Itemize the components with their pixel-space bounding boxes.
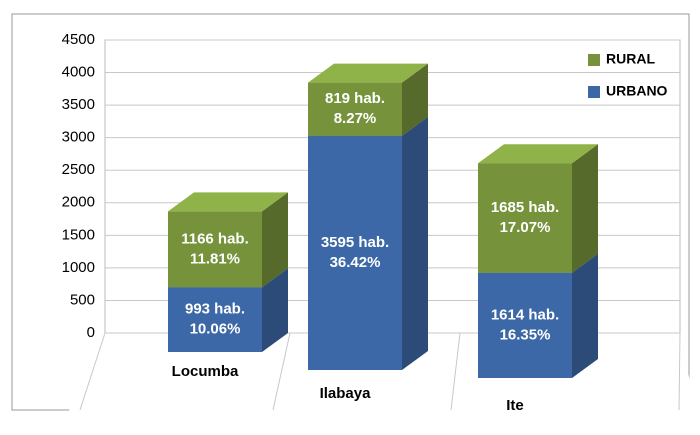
legend-swatch — [588, 86, 600, 98]
bar-segment — [168, 211, 262, 288]
bar-segment — [308, 82, 402, 136]
bar-side — [262, 192, 288, 288]
bar-top — [478, 144, 598, 164]
bar-side — [262, 268, 288, 352]
legend-swatch — [588, 54, 600, 66]
bar-segment — [168, 287, 262, 352]
y-tick-label: 3000 — [62, 129, 95, 146]
bar-segment — [478, 163, 572, 273]
bar-side — [402, 63, 428, 136]
share-label: 8.27% — [334, 110, 377, 127]
share-label: 17.07% — [500, 219, 551, 236]
y-tick-label: 4500 — [62, 31, 95, 48]
value-label: 3595 hab. — [321, 234, 389, 251]
x-tick-label: Locumba — [172, 363, 239, 380]
bar-side — [572, 253, 598, 378]
value-label: 819 hab. — [325, 90, 385, 107]
y-tick-label: 4000 — [62, 64, 95, 81]
floor-divider — [79, 332, 106, 411]
bar-top — [168, 192, 288, 212]
y-tick-label: 2000 — [62, 194, 95, 211]
bar-segment — [308, 135, 402, 370]
value-label: 1614 hab. — [491, 306, 559, 323]
share-label: 11.81% — [190, 250, 240, 267]
value-label: 993 hab. — [185, 301, 245, 318]
value-label: 1685 hab. — [491, 199, 559, 216]
share-label: 36.42% — [330, 254, 381, 271]
legend-label: URBANO — [606, 83, 668, 99]
legend-label: RURAL — [606, 51, 655, 67]
y-tick-label: 1000 — [62, 259, 95, 276]
x-tick-label: Ite — [506, 397, 524, 414]
y-tick-label: 0 — [87, 324, 95, 341]
bar-side — [572, 144, 598, 273]
y-tick-label: 3500 — [62, 96, 95, 113]
y-tick-label: 500 — [70, 291, 95, 308]
bar-top — [308, 63, 428, 83]
share-label: 10.06% — [190, 321, 241, 338]
bar-side — [402, 116, 428, 370]
share-label: 16.35% — [500, 326, 551, 343]
floor-divider — [678, 332, 681, 411]
value-label: 1166 hab. — [181, 230, 249, 247]
floor-divider — [450, 332, 461, 411]
floor-divider — [272, 332, 291, 411]
y-tick-label: 1500 — [62, 226, 95, 243]
y-tick-label: 2500 — [62, 161, 95, 178]
x-tick-label: Ilabaya — [320, 385, 372, 402]
bar-segment — [478, 272, 572, 378]
